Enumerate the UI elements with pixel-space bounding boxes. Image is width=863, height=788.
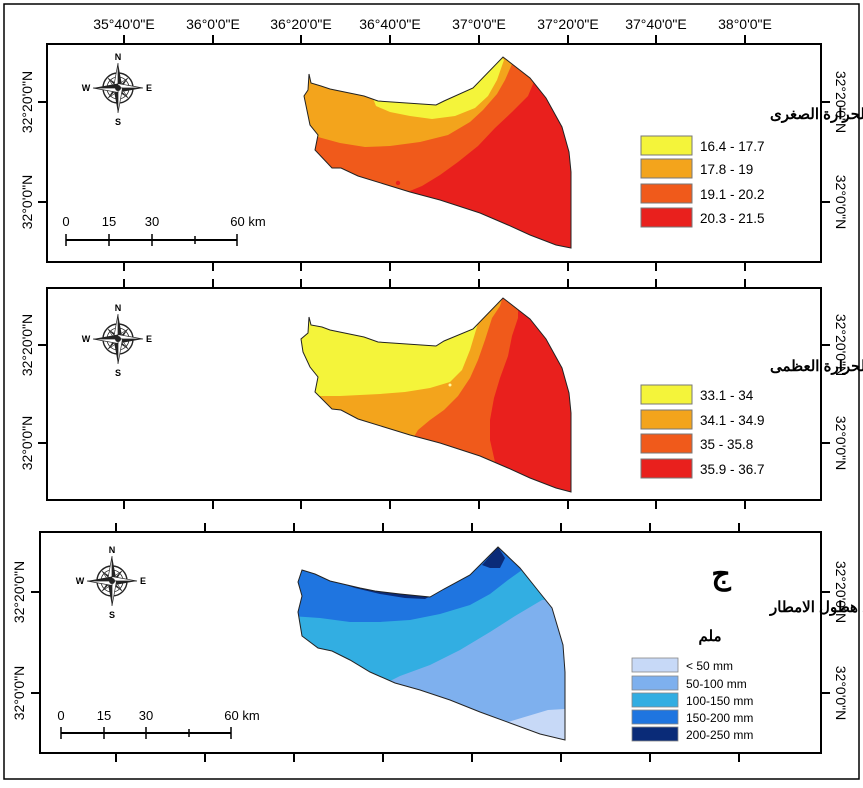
legend-swatch	[640, 458, 693, 479]
latitude-labels: 32°20'0"N 32°0'0"N 32°20'0"N 32°0'0"N 32…	[11, 71, 849, 720]
svg-text:N: N	[115, 303, 122, 313]
legend-label: 100-150 mm	[686, 694, 753, 708]
legend-max-temperature: درجات الحرارة العظمى 33.1 - 34 34.1 - 34…	[640, 358, 863, 479]
legend-swatch	[640, 207, 693, 228]
legend-swatch	[631, 692, 679, 708]
scale-label: 60 km	[224, 708, 259, 723]
lon-label: 37°0'0"E	[452, 16, 506, 32]
lat-label-right: 32°0'0"N	[833, 416, 849, 471]
legend-swatch	[631, 657, 679, 673]
svg-text:W: W	[82, 83, 91, 93]
compass-group: N S E W N S E W N S E W	[76, 52, 152, 620]
lat-label-right: 32°20'0"N	[833, 71, 849, 133]
legend-title: درجات الحرارة العظمى	[770, 358, 863, 375]
legend-label: 35 - 35.8	[700, 437, 753, 452]
legend-swatch	[640, 158, 693, 179]
panel-letter: ج	[711, 558, 731, 592]
legend-swatch	[640, 409, 693, 430]
local-spot	[395, 180, 401, 186]
legend-title: درجات الحرارة الصغرى	[770, 106, 863, 123]
legend-label: 19.1 - 20.2	[700, 187, 765, 202]
graticule-ticks	[31, 35, 830, 762]
lat-label-left: 32°20'0"N	[11, 561, 27, 623]
compass-rose-icon: N S E W	[76, 545, 146, 620]
legend-rainfall: ج معدل هطول الامطار ملم < 50 mm 50-100 m…	[631, 558, 863, 742]
lat-label-left: 32°20'0"N	[19, 314, 35, 376]
legend-label: 34.1 - 34.9	[700, 413, 765, 428]
legend-label: 16.4 - 17.7	[700, 139, 765, 154]
legend-swatch	[640, 433, 693, 454]
legend-min-temperature: درجات الحرارة الصغرى 16.4 - 17.7 17.8 - …	[640, 106, 863, 228]
lat-label-left: 32°0'0"N	[11, 666, 27, 721]
lat-label-right: 32°0'0"N	[833, 175, 849, 230]
scale-bar-1: 0 15 30 60 km	[62, 214, 266, 246]
legend-label: 200-250 mm	[686, 728, 753, 742]
scale-label: 15	[102, 214, 116, 229]
legend-label: 35.9 - 36.7	[700, 462, 765, 477]
legend-swatch	[640, 384, 693, 405]
legend-subtitle: ملم	[699, 628, 722, 645]
legend-swatch	[640, 135, 693, 156]
lon-label: 36°0'0"E	[186, 16, 240, 32]
lat-label-right: 32°0'0"N	[833, 666, 849, 721]
svg-text:W: W	[76, 576, 85, 586]
lat-label-left: 32°0'0"N	[19, 416, 35, 471]
lat-label-right: 32°20'0"N	[833, 314, 849, 376]
lon-label: 35°40'0"E	[93, 16, 155, 32]
legend-label: 17.8 - 19	[700, 162, 753, 177]
legend-title: معدل هطول الامطار	[769, 599, 863, 616]
scale-bar-3: 0 15 30 60 km	[57, 708, 260, 739]
legend-label: 33.1 - 34	[700, 388, 754, 403]
scale-label: 60 km	[230, 214, 265, 229]
lat-label-left: 32°20'0"N	[19, 71, 35, 133]
svg-text:E: E	[140, 576, 146, 586]
lon-label: 37°20'0"E	[537, 16, 599, 32]
legend-label: 20.3 - 21.5	[700, 211, 765, 226]
longitude-labels: 35°40'0"E 36°0'0"E 36°20'0"E 36°40'0"E 3…	[93, 16, 772, 32]
svg-text:N: N	[115, 52, 122, 62]
legend-label: < 50 mm	[686, 659, 733, 673]
scale-label: 0	[62, 214, 69, 229]
lon-label: 36°20'0"E	[270, 16, 332, 32]
lon-label: 36°40'0"E	[359, 16, 421, 32]
zone-200-250mm	[482, 547, 505, 568]
legend-swatch	[631, 675, 679, 691]
svg-text:W: W	[82, 334, 91, 344]
lat-label-left: 32°0'0"N	[19, 175, 35, 230]
svg-text:E: E	[146, 83, 152, 93]
legend-swatch	[631, 709, 679, 725]
compass-rose-icon: N S E W	[82, 303, 152, 378]
compass-rose-icon: N S E W	[82, 52, 152, 127]
scale-label: 30	[145, 214, 159, 229]
scale-label: 15	[97, 708, 111, 723]
outer-border	[3, 3, 860, 780]
scale-label: 30	[139, 708, 153, 723]
svg-text:S: S	[115, 368, 121, 378]
svg-text:N: N	[109, 545, 116, 555]
legend-swatch	[640, 183, 693, 204]
svg-text:S: S	[115, 117, 121, 127]
scale-label: 0	[57, 708, 64, 723]
legend-label: 50-100 mm	[686, 677, 747, 691]
legend-label: 150-200 mm	[686, 711, 753, 725]
local-spot	[448, 383, 452, 387]
lon-label: 38°0'0"E	[718, 16, 772, 32]
legend-swatch	[631, 726, 679, 742]
lon-label: 37°40'0"E	[625, 16, 687, 32]
svg-text:E: E	[146, 334, 152, 344]
lat-label-right: 32°20'0"N	[833, 561, 849, 623]
svg-text:S: S	[109, 610, 115, 620]
